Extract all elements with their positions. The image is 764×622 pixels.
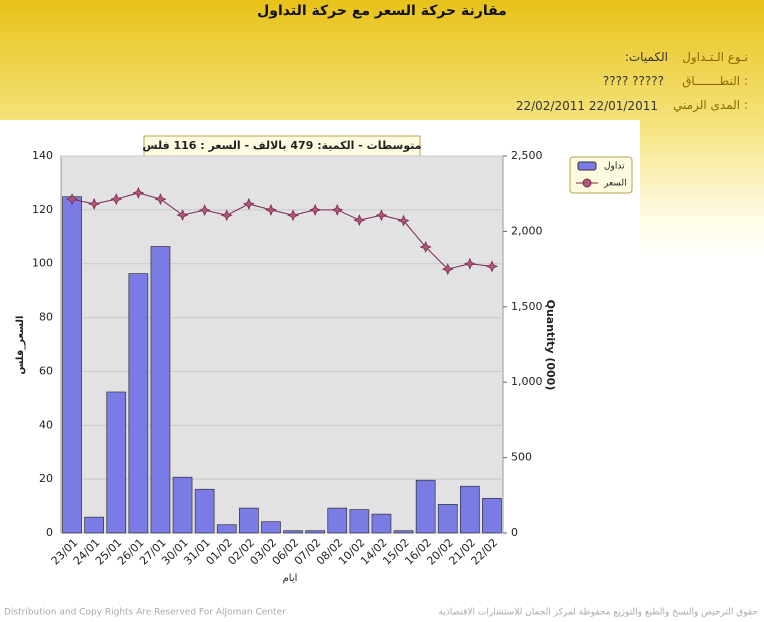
footer-left: Distribution and Copy Rights Are Reserve…: [4, 608, 286, 618]
line-marker: [353, 214, 366, 227]
field-label: المدى الزمني :: [673, 98, 748, 112]
y2-tick-label: 2,000: [511, 224, 543, 237]
line-marker: [88, 197, 101, 210]
bar: [393, 530, 414, 534]
line-marker: [375, 209, 388, 222]
legend-label: السعر: [603, 179, 627, 189]
y2-tick-label: 1,000: [511, 375, 543, 388]
field-value: ???? ?????: [602, 74, 664, 88]
y-tick-label: 40: [39, 418, 53, 431]
legend-swatch: [577, 161, 597, 171]
y-tick-label: 100: [32, 257, 53, 270]
legend-label: تداول: [604, 162, 625, 172]
bar: [305, 530, 326, 534]
line-marker: [397, 214, 410, 227]
y2-axis-label: Quantity (000): [544, 300, 557, 391]
line-marker: [176, 208, 189, 221]
bar: [216, 524, 237, 534]
y-axis-label: السعر_فلس: [15, 316, 26, 375]
line-marker: [441, 263, 454, 276]
line-marker: [154, 193, 167, 206]
y-tick-label: 60: [39, 364, 53, 377]
bar: [482, 497, 502, 534]
bar: [84, 516, 105, 534]
line-marker: [463, 257, 476, 270]
annotation: متوسطات - الكمية: 479 بالالف - السعر : 1…: [142, 139, 421, 152]
bar: [459, 485, 480, 534]
bar: [194, 488, 215, 534]
y2-tick-label: 0: [511, 526, 518, 539]
line-marker: [242, 197, 255, 210]
bar: [349, 509, 370, 534]
bar: [327, 507, 348, 534]
y2-tick-label: 2,500: [511, 149, 543, 162]
y2-tick-label: 500: [511, 451, 532, 464]
bar: [106, 391, 127, 534]
bar: [415, 479, 436, 534]
bar: [128, 273, 149, 534]
line-marker: [66, 193, 79, 206]
bar: [238, 507, 259, 534]
bar: [62, 196, 82, 534]
line-marker: [309, 203, 322, 216]
field-value: 22/02/2011 22/01/2011: [515, 99, 658, 113]
bar: [172, 476, 193, 534]
bar: [261, 521, 281, 534]
line-marker: [264, 203, 277, 216]
line-marker: [220, 209, 233, 222]
x-axis-label: ايام: [283, 573, 298, 584]
bar: [150, 246, 171, 534]
line-marker: [287, 209, 300, 222]
y-tick-label: 140: [32, 149, 53, 162]
line: [71, 192, 493, 270]
line-marker: [485, 260, 498, 273]
page-title: مقارنة حركة السعر مع حركة التداول: [257, 3, 507, 19]
y-tick-label: 80: [39, 311, 53, 324]
line-marker: [110, 193, 123, 206]
footer-right: حقوق الترخيص والنسخ والطبع والتوزيع محفو…: [438, 608, 758, 618]
field-label: النطـــــــاق :: [682, 74, 748, 88]
y-tick-label: 20: [39, 472, 53, 485]
bar: [437, 503, 458, 534]
y-tick-label: 120: [32, 203, 53, 216]
bar: [283, 530, 303, 534]
line-marker: [331, 203, 344, 216]
legend-swatch: [582, 178, 592, 188]
y2-tick-label: 1,500: [511, 300, 543, 313]
line-marker: [132, 186, 145, 199]
line-marker: [198, 204, 211, 217]
field-label: نـوع الـتـداول: [682, 50, 748, 64]
y-tick-label: 0: [46, 526, 53, 539]
bar: [371, 513, 392, 534]
line-marker: [419, 241, 432, 254]
field-value: :الكميات: [624, 50, 668, 64]
